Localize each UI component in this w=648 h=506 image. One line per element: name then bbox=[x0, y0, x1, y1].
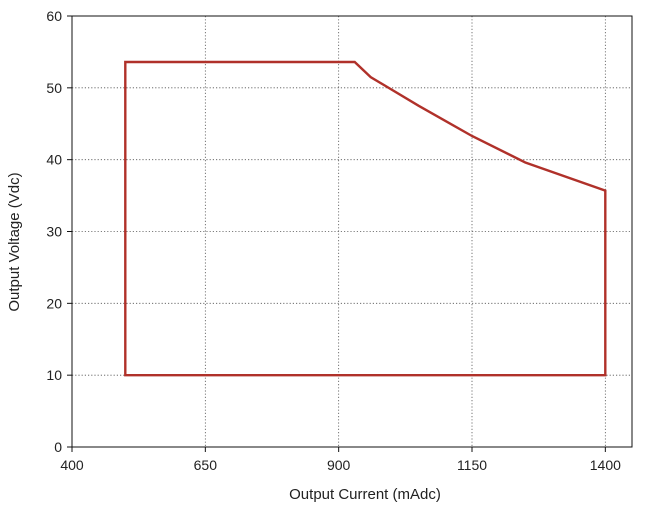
x-tick-label: 400 bbox=[60, 457, 84, 473]
operating-region-line bbox=[124, 60, 607, 377]
y-tick-label: 50 bbox=[46, 80, 62, 96]
y-tick-label: 40 bbox=[46, 152, 62, 168]
y-tick-label: 10 bbox=[46, 367, 62, 383]
series-layer bbox=[124, 60, 607, 377]
y-axis-label: Output Voltage (Vdc) bbox=[6, 172, 23, 311]
x-tick-label: 1150 bbox=[457, 457, 487, 473]
y-tick-label: 0 bbox=[54, 439, 62, 455]
x-axis-label: Output Current (mAdc) bbox=[289, 486, 441, 503]
x-tick-label: 650 bbox=[194, 457, 218, 473]
x-tick-label: 900 bbox=[327, 457, 351, 473]
tick-labels: 400 650 900 1150 1400 0 10 20 30 40 50 60 bbox=[46, 8, 621, 473]
y-tick-label: 20 bbox=[46, 295, 62, 311]
x-tick-label: 1400 bbox=[590, 457, 621, 473]
grid-lines bbox=[72, 16, 632, 447]
y-tick-label: 30 bbox=[46, 224, 62, 240]
y-tick-label: 60 bbox=[46, 8, 62, 24]
